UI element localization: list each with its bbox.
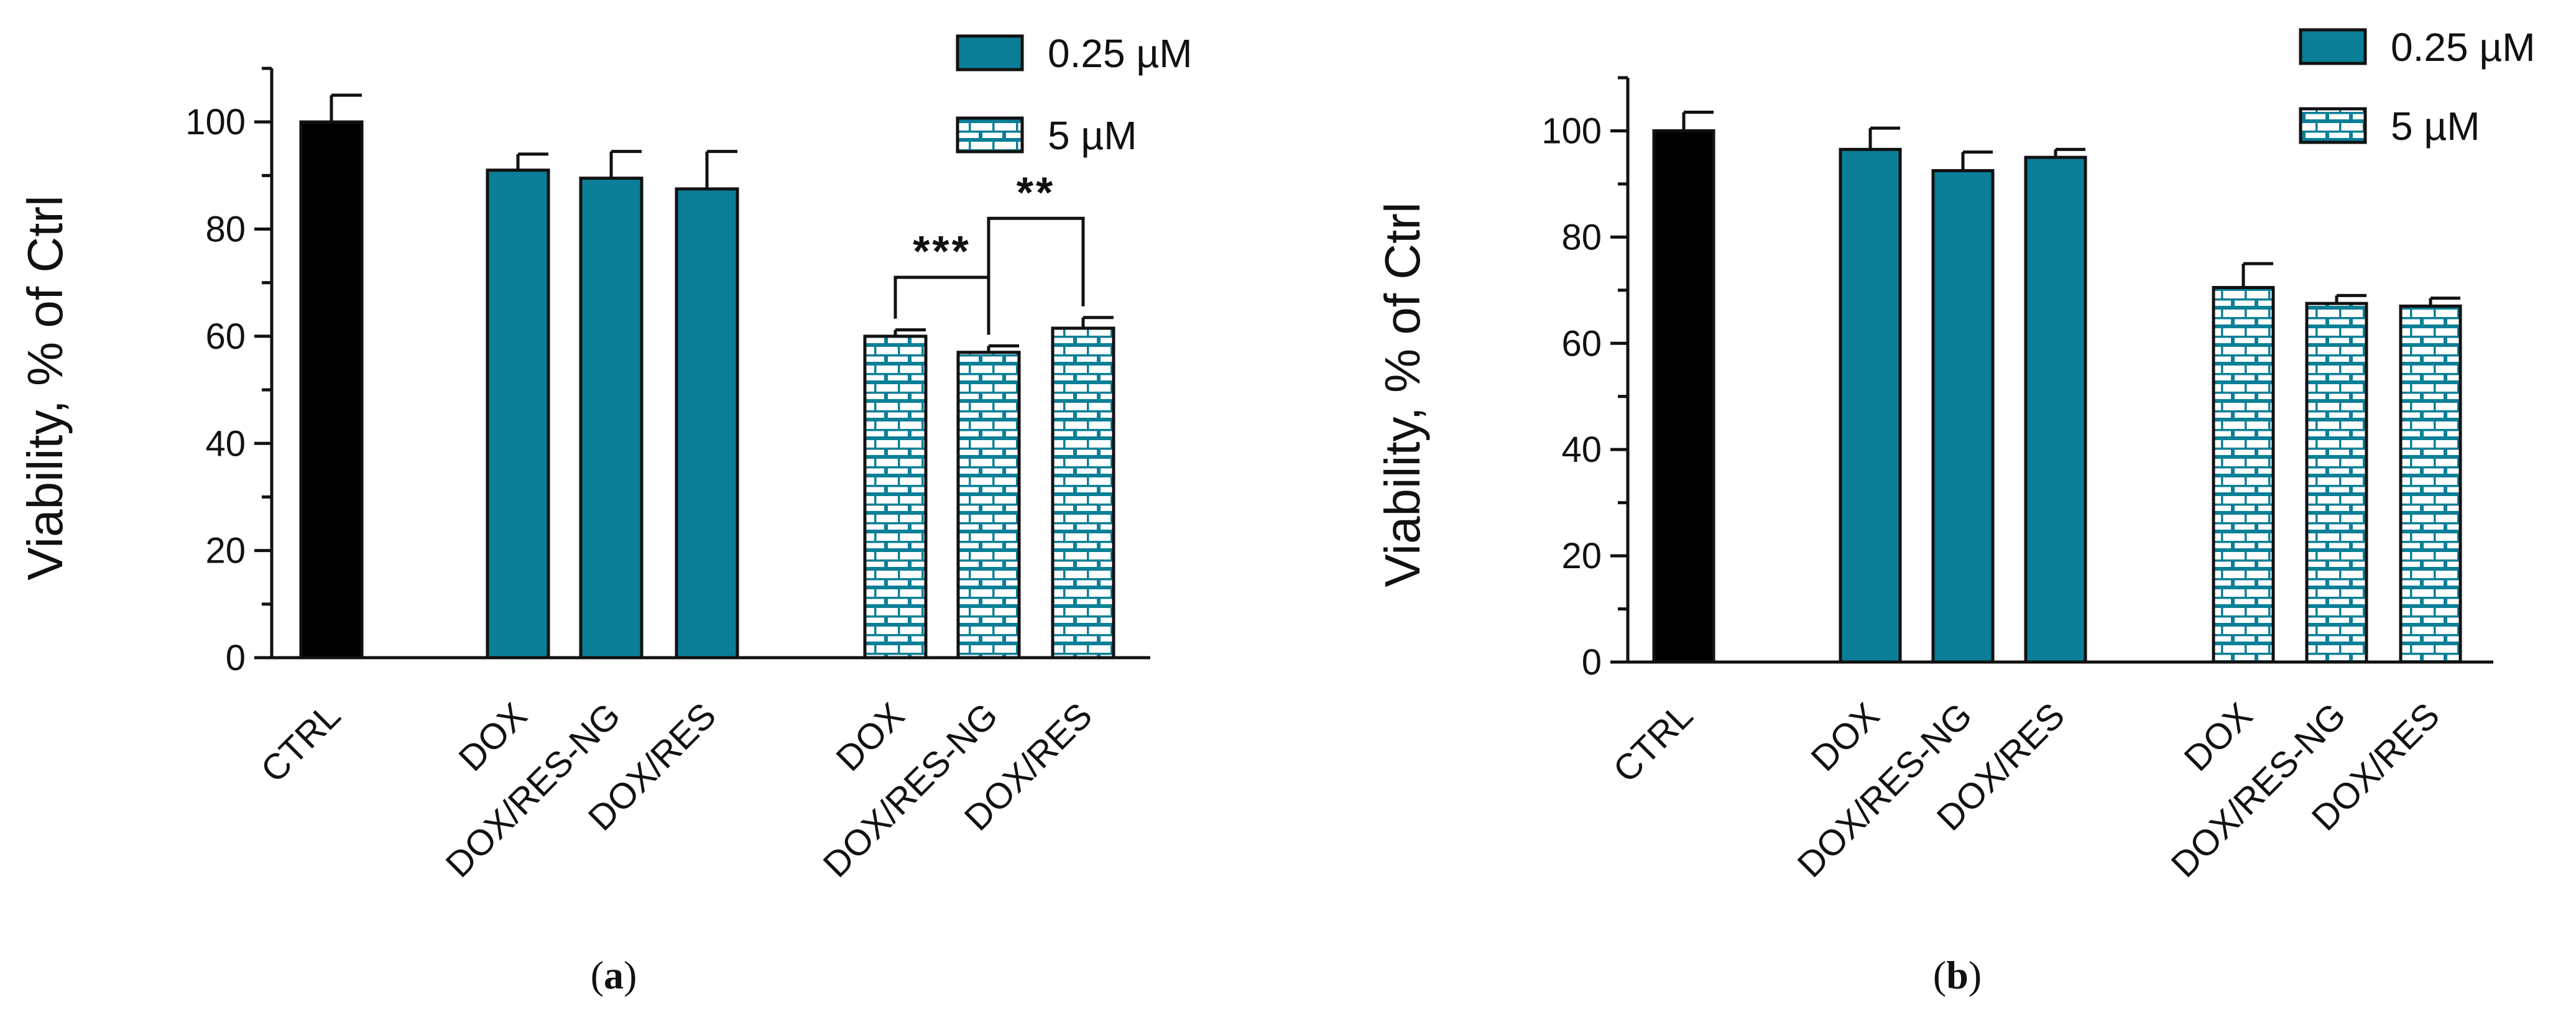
bar xyxy=(1051,326,1115,660)
bar xyxy=(2212,286,2275,664)
significance-bracket xyxy=(893,275,990,335)
panel-caption: (b) xyxy=(1933,953,1982,997)
legend-swatch xyxy=(956,116,1024,154)
legend-label: 5 µM xyxy=(2391,104,2480,149)
category-label: DOX xyxy=(1803,695,1887,779)
panel-caption-letter: a xyxy=(604,953,624,997)
y-tick-label: 0 xyxy=(226,638,246,678)
legend-label: 5 µM xyxy=(1048,113,1137,158)
y-axis-label: Viability, % of Ctrl xyxy=(17,195,73,580)
y-tick-label: 0 xyxy=(1582,642,1602,683)
panel-caption: (a) xyxy=(591,953,637,997)
category-label: CTRL xyxy=(253,695,348,790)
category-label: DOX xyxy=(451,695,535,779)
y-axis-label: Viability, % of Ctrl xyxy=(1375,202,1430,587)
bar xyxy=(486,168,550,660)
legend-swatch xyxy=(956,34,1024,71)
bar xyxy=(2024,155,2087,664)
bar xyxy=(1839,147,1902,664)
bar xyxy=(675,187,739,660)
y-tick-label: 80 xyxy=(1561,217,1602,257)
bar xyxy=(956,351,1021,660)
bar xyxy=(2399,304,2462,664)
y-tick-label: 100 xyxy=(185,102,246,142)
bar xyxy=(299,120,364,660)
chart-panel-b: 0 20 40 60 80 100 Viability, % of Ctrl CTRL DOX D… xyxy=(1375,25,2536,997)
y-tick-label: 60 xyxy=(1561,323,1602,364)
category-label: DOX xyxy=(2176,695,2260,779)
panel-caption-paren: ( xyxy=(591,953,604,997)
panel-caption-letter: b xyxy=(1946,953,1969,997)
bar xyxy=(2305,301,2368,664)
category-label: CTRL xyxy=(1605,695,1701,790)
chart-panel-a: 0 20 40 60 80 100 Viability, % of Ctrl CTRL DOX D… xyxy=(17,31,1193,997)
legend-label: 0.25 µM xyxy=(1048,31,1193,76)
significance-bracket xyxy=(987,216,1085,335)
significance-label: *** xyxy=(913,227,971,275)
y-tick-label: 40 xyxy=(1561,430,1602,470)
panel-caption-paren: ) xyxy=(1969,953,1982,997)
bar xyxy=(1931,169,1995,664)
bar xyxy=(1652,129,1715,664)
legend-label: 0.25 µM xyxy=(2391,25,2536,70)
y-tick-label: 60 xyxy=(205,316,246,357)
panel-caption-paren: ) xyxy=(624,953,637,997)
y-tick-label: 20 xyxy=(205,531,246,571)
bar xyxy=(863,334,928,660)
panel-caption-paren: ( xyxy=(1933,953,1946,997)
bar xyxy=(579,177,644,660)
legend-swatch xyxy=(2299,28,2367,65)
legend-swatch xyxy=(2299,107,2367,144)
y-tick-label: 20 xyxy=(1561,536,1602,576)
significance-label: ** xyxy=(1017,168,1055,216)
y-tick-label: 80 xyxy=(205,209,246,250)
y-tick-label: 100 xyxy=(1541,111,1602,151)
y-tick-label: 40 xyxy=(205,423,246,464)
category-label: DOX xyxy=(828,695,912,779)
